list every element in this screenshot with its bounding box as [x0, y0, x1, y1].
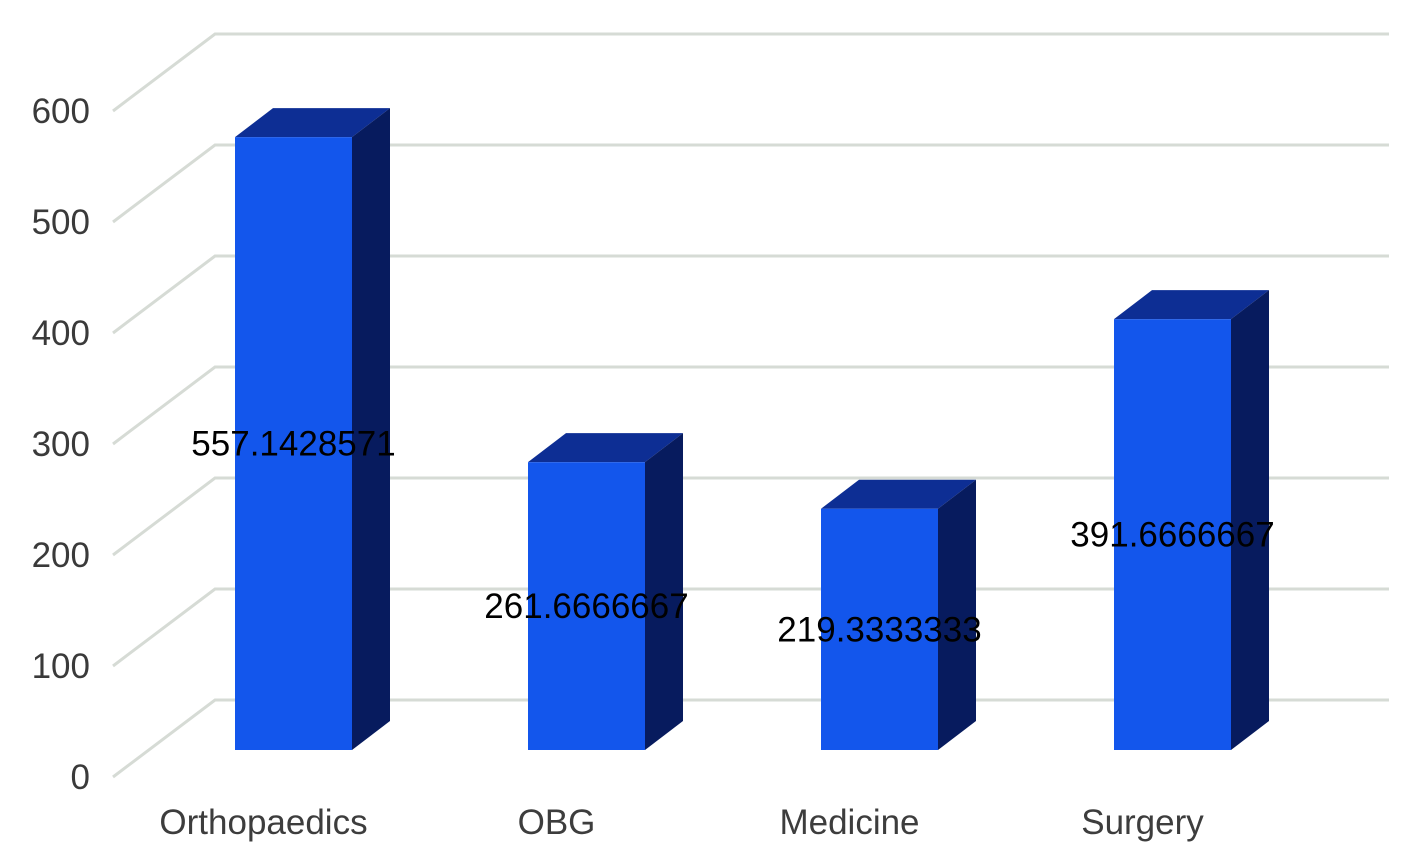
gridlines-layer [112, 32, 1389, 779]
bar-side-face [645, 433, 683, 750]
bar-front-face [1114, 319, 1231, 750]
bar-side-face [1231, 290, 1269, 750]
bar-front-face [528, 462, 645, 750]
labels-layer: 0 100 200 300 400 500 600 557.1428571 Orthopaedi… [32, 92, 1275, 842]
gridline-0 [112, 698, 1389, 779]
gridline-300 [112, 365, 1389, 446]
bar-front-face [821, 508, 938, 750]
gridline-500 [112, 143, 1389, 224]
y-axis-tick-label: 500 [32, 203, 90, 242]
y-axis-tick-label: 300 [32, 425, 90, 464]
gridline-200 [112, 476, 1389, 557]
gridline-100 [112, 587, 1389, 668]
gridline-400 [112, 254, 1389, 335]
bar-top-face [821, 479, 976, 509]
data-label-orthopaedics: 557.1428571 [191, 425, 395, 464]
y-axis-tick-label: 0 [71, 758, 90, 797]
bars-layer [235, 108, 1269, 751]
bar-front-face [235, 137, 352, 751]
bar-obg [528, 433, 683, 750]
category-label-obg: OBG [518, 803, 596, 842]
bar-top-face [235, 108, 390, 138]
category-label-surgery: Surgery [1081, 803, 1204, 842]
category-label-orthopaedics: Orthopaedics [159, 803, 367, 842]
bar-surgery [1114, 290, 1269, 750]
bar-orthopaedics [235, 108, 390, 751]
category-label-medicine: Medicine [779, 803, 919, 842]
bar-medicine [821, 479, 976, 750]
data-label-surgery: 391.6666667 [1070, 516, 1274, 555]
data-label-medicine: 219.3333333 [777, 610, 981, 649]
bar-top-face [528, 433, 683, 463]
data-label-obg: 261.6666667 [484, 587, 688, 626]
bar-top-face [1114, 290, 1269, 320]
bar-side-face [938, 479, 976, 750]
y-axis-tick-label: 100 [32, 647, 90, 686]
bar-side-face [352, 108, 390, 750]
y-axis-tick-label: 200 [32, 536, 90, 575]
gridline-600 [112, 32, 1389, 113]
y-axis-tick-label: 400 [32, 314, 90, 353]
y-axis-tick-label: 600 [32, 92, 90, 131]
